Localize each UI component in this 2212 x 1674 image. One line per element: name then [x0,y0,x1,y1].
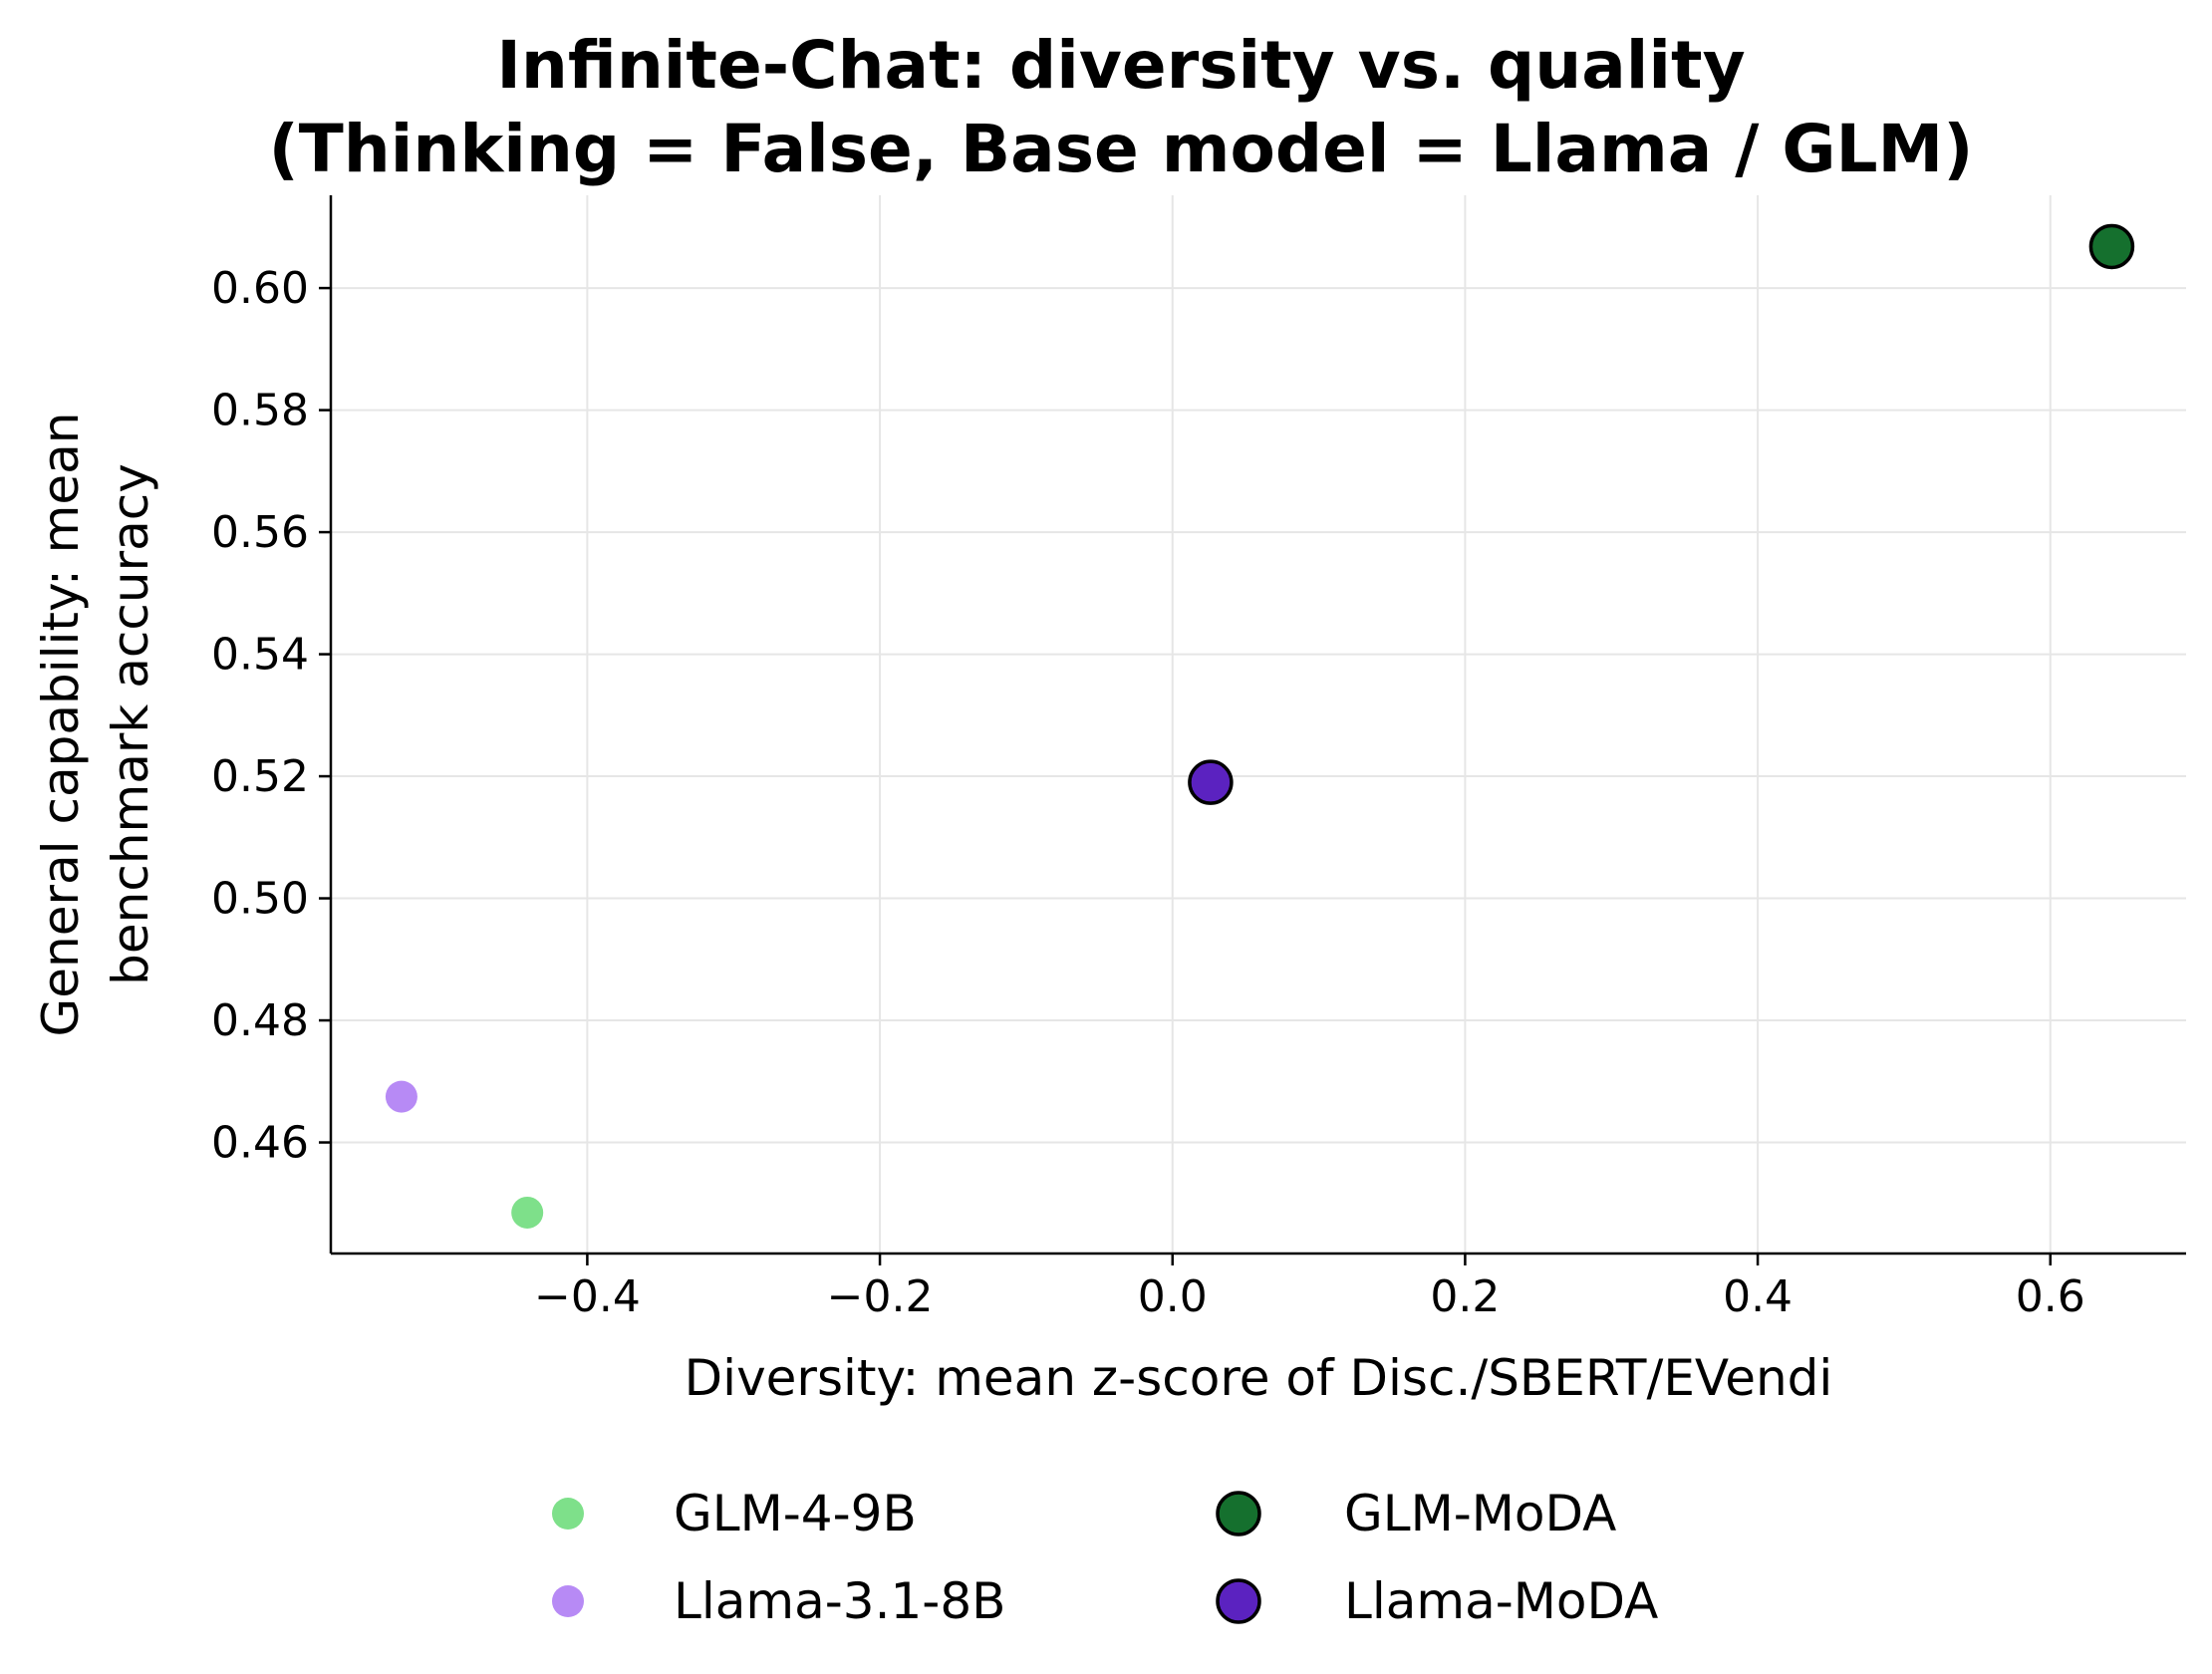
legend-marker-glm-moda [1216,1491,1261,1536]
x-tick-label: −0.2 [827,1271,934,1322]
chart-title-line-2: (Thinking = False, Base model = Llama / … [269,111,1974,187]
y-tick-label: 0.58 [211,386,309,436]
x-tick-label: 0.6 [2016,1271,2085,1322]
y-tick-label: 0.48 [211,995,309,1046]
legend-label-glm-4-9b: GLM-4-9B [674,1485,917,1542]
x-axis-label: Diversity: mean z-score of Disc./SBERT/E… [685,1349,1833,1407]
grid [331,195,2186,1254]
legend: GLM-4-9B Llama-3.1-8B GLM-MoDA Llama-MoDA [552,1485,1658,1630]
x-tick-label: 0.4 [1723,1271,1793,1322]
legend-marker-llama-3-1-8b [552,1585,584,1617]
point-glm-moda [2088,223,2135,270]
legend-marker-llama-moda [1216,1578,1261,1624]
point-llama-3-1-8b [385,1080,417,1113]
x-tick-label: 0.2 [1430,1271,1500,1322]
y-axis-label-line-1: General capability: mean [32,413,90,1037]
y-tick-label: 0.52 [211,751,309,802]
y-tick-label: 0.56 [211,507,309,558]
y-axis-label-line-2: benchmark accuracy [102,463,159,985]
legend-marker-glm-4-9b [552,1498,584,1530]
legend-label-llama-3-1-8b: Llama-3.1-8B [674,1572,1005,1630]
y-tick-label: 0.54 [211,630,309,681]
y-tick-label: 0.46 [211,1118,309,1169]
point-llama-moda [1188,759,1234,805]
chart-title-line-1: Infinite-Chat: diversity vs. quality [496,27,1745,104]
x-tick-label: 0.0 [1138,1271,1208,1322]
point-glm-4-9b [511,1196,544,1229]
y-tick-label: 0.50 [211,874,309,925]
legend-label-llama-moda: Llama-MoDA [1344,1572,1658,1630]
axis-ticks: −0.4 −0.2 0.0 0.2 0.4 0.6 0.46 0.48 0.50 0.52 0.54… [211,263,2085,1322]
y-tick-label: 0.60 [211,263,309,314]
data-points [385,223,2135,1229]
legend-label-glm-moda: GLM-MoDA [1344,1485,1616,1542]
x-tick-label: −0.4 [534,1271,641,1322]
